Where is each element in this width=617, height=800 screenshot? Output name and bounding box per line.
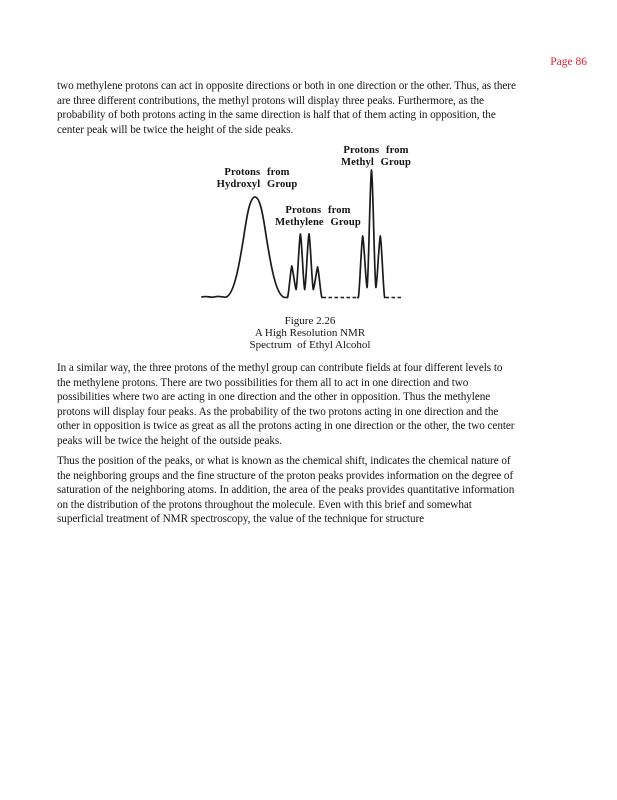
spectrum-curve-hydroxyl-methylene: [201, 196, 323, 299]
page-number-label: Page 86: [550, 56, 587, 68]
nmr-figure: Protons from Hydroxyl Group Protons from…: [0, 140, 617, 360]
spectrum-curve-methyl: [356, 169, 386, 299]
paragraph-methylene-four-peaks: In a similar way, the three protons of t…: [57, 362, 515, 447]
figure-label-hydroxyl-group: Protons from Hydroxyl Group: [216, 167, 298, 190]
nmr-spectrum-plot: [201, 169, 402, 299]
figure-label-methyl-group: Protons from Methyl Group: [340, 145, 412, 168]
figure-label-methylene-group: Protons from Methylene Group: [275, 205, 361, 228]
paragraph-methyl-three-peaks: two methylene protons can act in opposit…: [57, 80, 516, 136]
paragraph-chemical-shift: Thus the position of the peaks, or what …: [57, 455, 515, 526]
figure-caption: Figure 2.26 A High Resolution NMR Spectr…: [249, 315, 371, 352]
